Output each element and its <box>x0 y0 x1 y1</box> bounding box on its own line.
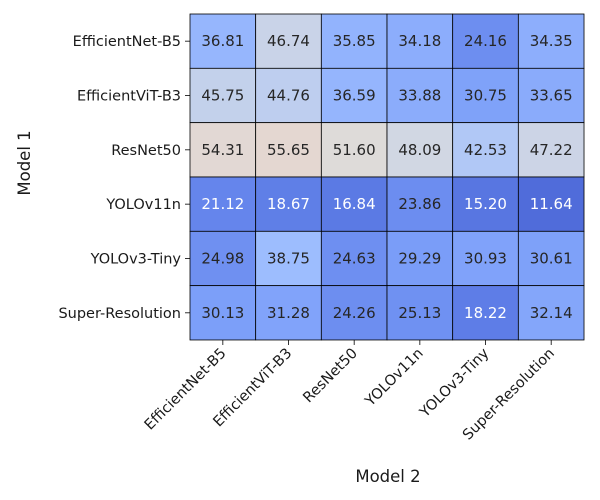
heatmap-cell <box>386 230 454 287</box>
cell-value-label: 36.81 <box>201 32 244 50</box>
heatmap-cell <box>452 285 519 341</box>
cell-value-label: 16.84 <box>333 195 376 213</box>
heatmap-cell <box>386 122 454 178</box>
heatmap-cell <box>320 176 388 232</box>
heatmap-cell <box>255 122 322 178</box>
cell-value-label: 24.16 <box>464 32 507 50</box>
heatmap-cell <box>320 230 388 287</box>
cell-value-label: 15.20 <box>464 195 507 213</box>
x-axis-label: Model 2 <box>355 467 420 486</box>
cell-value-label: 46.74 <box>267 32 310 50</box>
cell-value-label: 32.14 <box>530 304 573 322</box>
heatmap-cell <box>452 230 519 287</box>
heatmap-cell <box>255 13 322 69</box>
y-tick-label: YOLOv3-Tiny <box>90 251 182 267</box>
cell-value-label: 33.88 <box>398 87 441 105</box>
heatmap-cell <box>517 122 585 178</box>
heatmap-cell <box>255 176 322 232</box>
cell-value-label: 34.35 <box>530 32 573 50</box>
cell-value-label: 36.59 <box>333 87 376 105</box>
heatmap-cell <box>517 67 585 124</box>
heatmap-cell <box>255 67 322 124</box>
y-tick-label: Super-Resolution <box>58 306 181 322</box>
cell-value-label: 24.98 <box>201 249 244 267</box>
heatmap-cell <box>517 13 585 69</box>
cell-value-label: 34.18 <box>398 32 441 50</box>
cell-value-label: 30.75 <box>464 87 507 105</box>
y-axis-label: Model 1 <box>15 130 34 195</box>
cell-value-label: 23.86 <box>398 195 441 213</box>
cell-value-label: 33.65 <box>530 87 573 105</box>
cell-value-label: 42.53 <box>464 141 507 159</box>
cell-value-label: 55.65 <box>267 141 310 159</box>
x-tick-label: ResNet50 <box>300 345 361 406</box>
cell-value-label: 35.85 <box>333 32 376 50</box>
cell-value-label: 51.60 <box>333 141 376 159</box>
cell-value-label: 30.61 <box>530 249 573 267</box>
y-tick-label: EfficientViT-B3 <box>77 88 181 104</box>
cell-value-label: 25.13 <box>398 304 441 322</box>
heatmap-cell <box>189 285 257 341</box>
heatmap-cell <box>452 122 519 178</box>
heatmap-cell <box>320 13 388 69</box>
cell-value-label: 38.75 <box>267 249 310 267</box>
heatmap-cell <box>517 176 585 232</box>
cell-value-label: 47.22 <box>530 141 573 159</box>
y-tick-label: YOLOv11n <box>105 197 181 213</box>
cell-value-label: 31.28 <box>267 304 310 322</box>
x-tick-label: YOLOv11n <box>362 345 427 410</box>
heatmap-cell <box>517 285 585 341</box>
cell-value-label: 44.76 <box>267 87 310 105</box>
heatmap-cell <box>386 13 454 69</box>
y-tick-label: ResNet50 <box>111 143 181 159</box>
cell-value-label: 21.12 <box>201 195 244 213</box>
heatmap-cell <box>386 176 454 232</box>
cell-value-label: 48.09 <box>398 141 441 159</box>
heatmap-cell <box>386 67 454 124</box>
y-tick-labels: EfficientNet-B5 EfficientViT-B3 ResNet50 YO… <box>58 34 190 322</box>
cell-value-label: 11.64 <box>530 195 573 213</box>
heatmap-cell <box>517 230 585 287</box>
cell-value-label: 45.75 <box>201 87 244 105</box>
cell-value-label: 24.63 <box>333 249 376 267</box>
cell-value-label: 24.26 <box>333 304 376 322</box>
cell-value-label: 30.13 <box>201 304 244 322</box>
cell-value-label: 29.29 <box>398 249 441 267</box>
cell-value-label: 18.22 <box>464 304 507 322</box>
heatmap-cell <box>189 122 257 178</box>
heatmap-cell <box>189 13 257 69</box>
cell-value-label: 18.67 <box>267 195 310 213</box>
heatmap-cell <box>189 176 257 232</box>
heatmap-cell <box>386 285 454 341</box>
cell-value-label: 54.31 <box>201 141 244 159</box>
heatmap-cell <box>189 230 257 287</box>
heatmap-cell <box>452 176 519 232</box>
heatmap-cells: 36.81 46.74 35.85 34.18 24.16 34.35 45.75 44.76… <box>189 13 585 341</box>
cell-value-label: 30.93 <box>464 249 507 267</box>
y-tick-label: EfficientNet-B5 <box>73 34 181 50</box>
heatmap-cell <box>452 13 519 69</box>
